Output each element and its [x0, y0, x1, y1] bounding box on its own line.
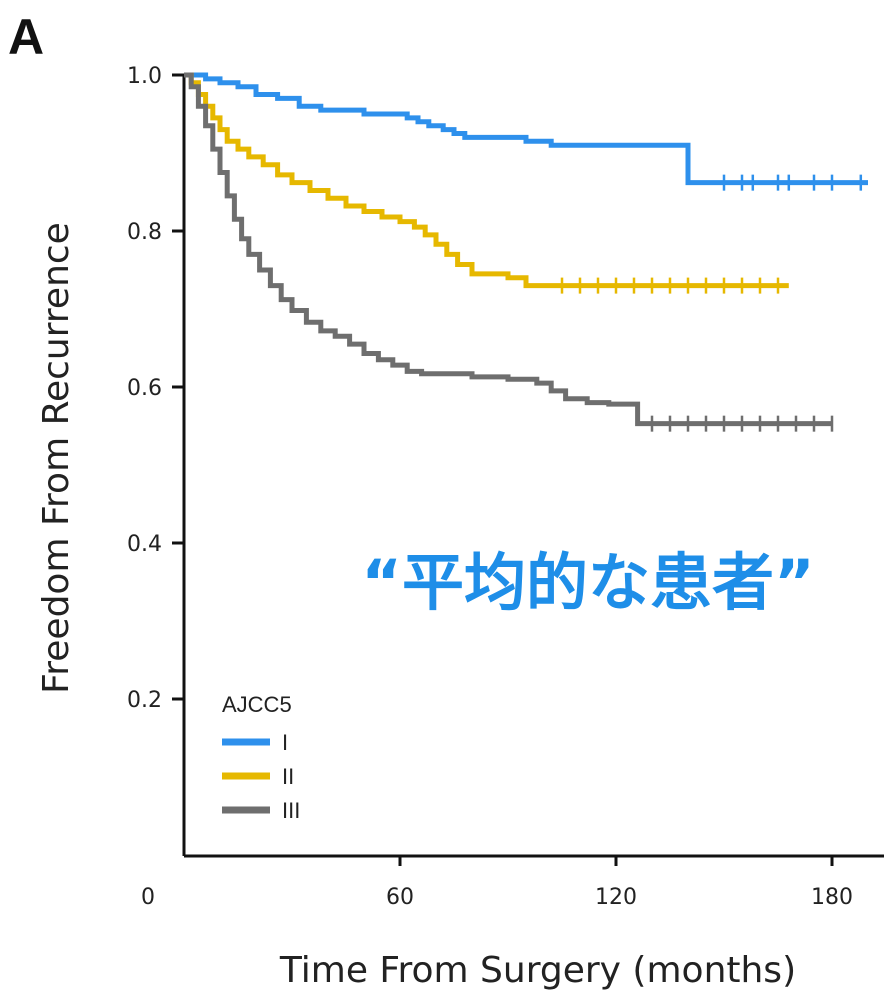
series-layer [184, 72, 868, 432]
x-axis-title: Time From Surgery (months) [279, 950, 796, 991]
x-tick-label: 0 [141, 885, 155, 910]
y-tick-label: 0.4 [127, 532, 162, 557]
y-axis-title: Freedom From Recurrence [36, 222, 77, 694]
y-tick-label: 0.2 [127, 688, 162, 713]
series-line-I [184, 72, 868, 186]
x-tick-label: 180 [811, 885, 853, 910]
legend-label: I [282, 730, 288, 755]
legend-label: III [282, 798, 300, 823]
y-tick-label: 1.0 [127, 64, 162, 89]
x-tick-label: 120 [595, 885, 637, 910]
series-line-II [184, 72, 789, 289]
y-tick-label: 0.8 [127, 220, 162, 245]
series-line-III [184, 72, 832, 427]
y-tick-group: 0.2 0.4 0.6 0.8 1.0 [127, 64, 184, 713]
y-tick-label: 0.6 [127, 376, 162, 401]
axes [182, 75, 884, 858]
x-tick-label: 60 [386, 885, 414, 910]
annotation-text: “平均的な患者” [361, 546, 815, 619]
panel-label: A [8, 9, 44, 65]
legend-title: AJCC5 [222, 692, 292, 717]
legend-label: II [282, 764, 294, 789]
x-tick-group: 0 60 120 180 [141, 856, 853, 910]
